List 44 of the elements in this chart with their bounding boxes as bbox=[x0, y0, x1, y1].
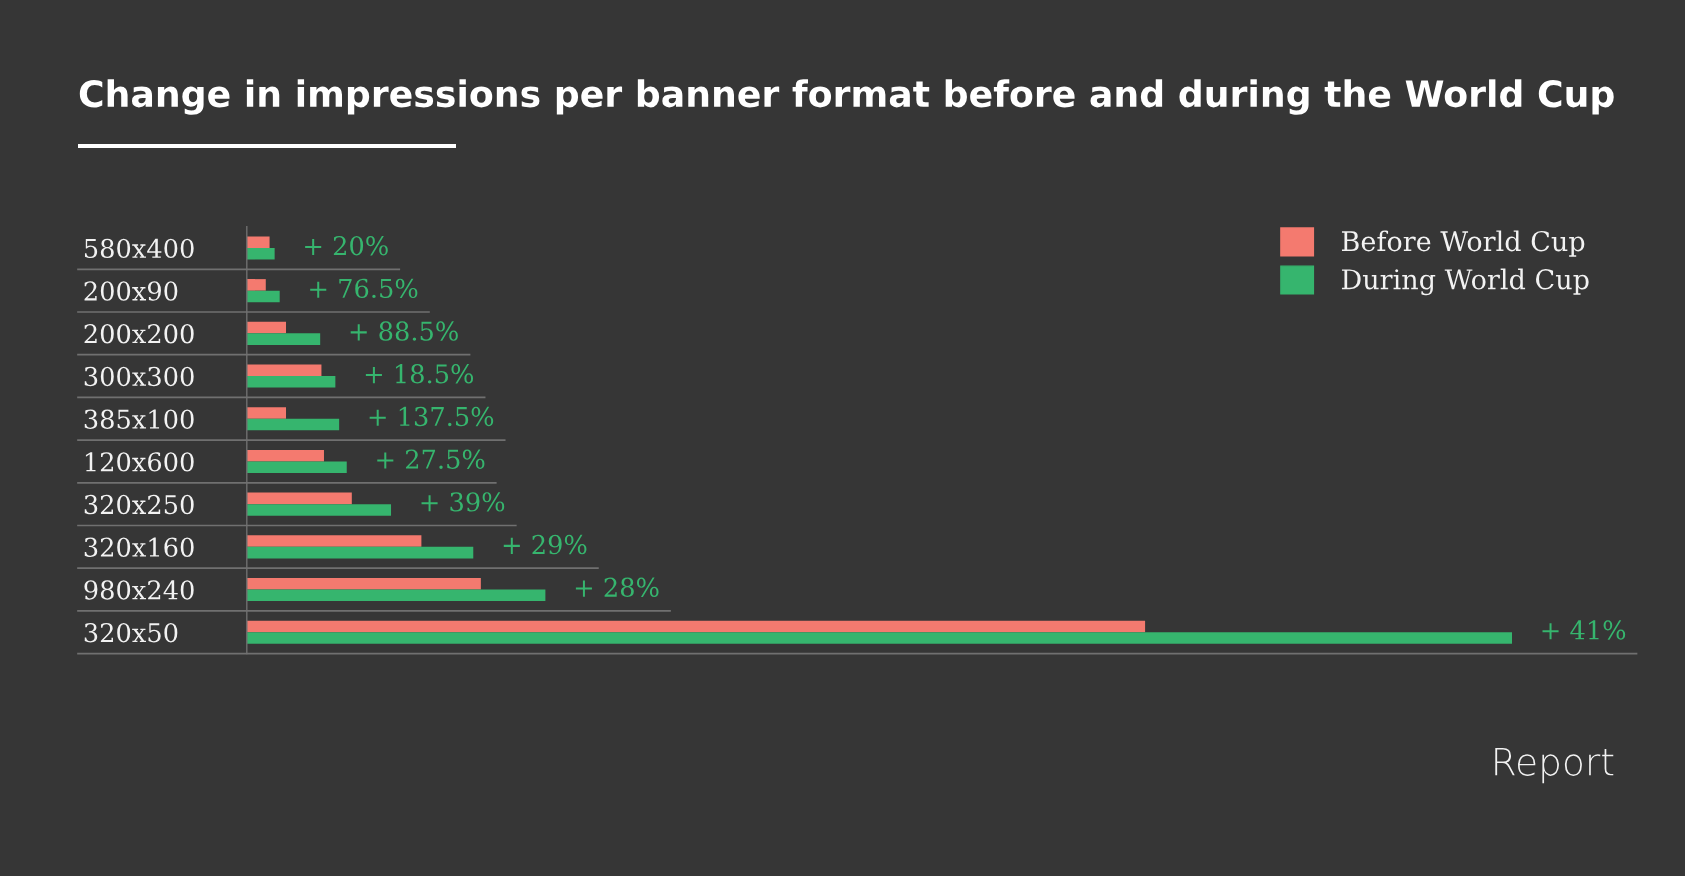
annotation: + 76.5% bbox=[310, 278, 418, 299]
bar bbox=[246, 333, 321, 345]
bar bbox=[246, 589, 546, 602]
annotation: + 88.5% bbox=[350, 321, 458, 341]
bar bbox=[246, 364, 322, 377]
text: Report bbox=[1495, 748, 1614, 784]
y-tick-label: 385x100 bbox=[84, 409, 194, 429]
y-tick-label: 320x50 bbox=[84, 622, 178, 643]
bar bbox=[246, 407, 287, 419]
legend-label: Before World Cup bbox=[1341, 230, 1585, 257]
annotation: + 39% bbox=[421, 492, 505, 512]
y-tick-label: 320x250 bbox=[84, 494, 194, 515]
bar bbox=[246, 247, 275, 260]
bar bbox=[246, 461, 347, 473]
y-tick-label: 980x240 bbox=[84, 580, 194, 600]
y-tick-label: 200x200 bbox=[84, 324, 194, 344]
y-tick-label: 300x300 bbox=[84, 366, 194, 387]
bar bbox=[246, 418, 340, 431]
bar bbox=[246, 290, 280, 303]
bar bbox=[246, 279, 266, 291]
bar bbox=[246, 546, 474, 559]
bar bbox=[246, 321, 287, 334]
bar bbox=[246, 236, 270, 248]
annotation: + 28% bbox=[575, 577, 659, 598]
bar bbox=[246, 376, 336, 388]
bar bbox=[246, 578, 481, 590]
y-tick-label: 120x600 bbox=[85, 452, 194, 472]
bar bbox=[246, 632, 1512, 644]
bar bbox=[246, 620, 1146, 633]
chart-title: Change in impressions per banner format before and during the World Cup bbox=[79, 79, 1614, 115]
text: + 41% bbox=[1542, 620, 1626, 640]
annotation: + 27.5% bbox=[377, 449, 485, 469]
y-tick-label: 200x90 bbox=[84, 281, 178, 301]
bar bbox=[246, 535, 422, 547]
bar bbox=[246, 492, 352, 505]
y-tick-label: 580x400 bbox=[84, 238, 194, 259]
legend-label: During World Cup bbox=[1341, 268, 1589, 296]
annotation: + 18.5% bbox=[365, 364, 474, 384]
bar bbox=[246, 449, 324, 462]
bar bbox=[246, 504, 392, 516]
annotation: + 29% bbox=[503, 534, 587, 555]
y-tick-label: 320x160 bbox=[84, 537, 194, 557]
annotation: + 20% bbox=[305, 235, 388, 256]
annotation: + 137.5% bbox=[369, 406, 494, 427]
